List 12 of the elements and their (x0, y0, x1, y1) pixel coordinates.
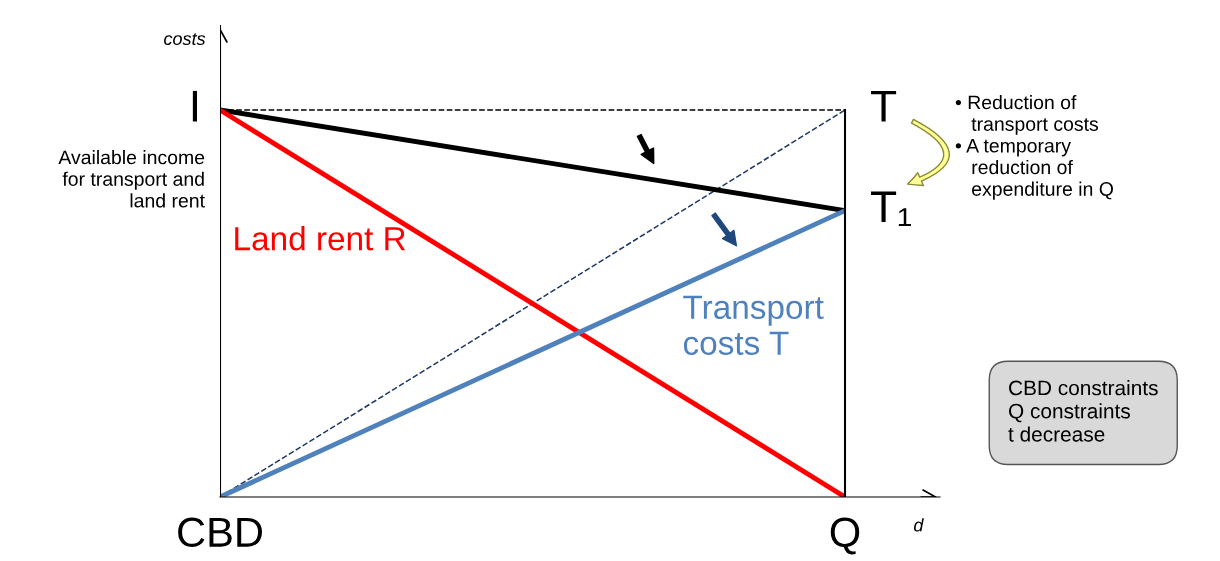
series-label: Land rent R (235, 225, 406, 251)
y-axis-title: costs (164, 33, 206, 46)
series-label: Transport costs T (683, 295, 824, 355)
annotation: I (192, 90, 197, 122)
x-tick-label: Q (830, 517, 860, 555)
x-tick-label: CBD (178, 517, 262, 548)
x-axis-title: d (913, 518, 924, 532)
annotation: T (871, 90, 897, 122)
annotation: Available income for transport and land rent (58, 150, 205, 208)
annotation: T₁ (871, 191, 911, 226)
annotation: CBD constraints Q constraints t decrease (1008, 380, 1158, 442)
annotation: • Reduction of transport costs • A temporary reduction of expenditure in Q (955, 95, 1113, 200)
